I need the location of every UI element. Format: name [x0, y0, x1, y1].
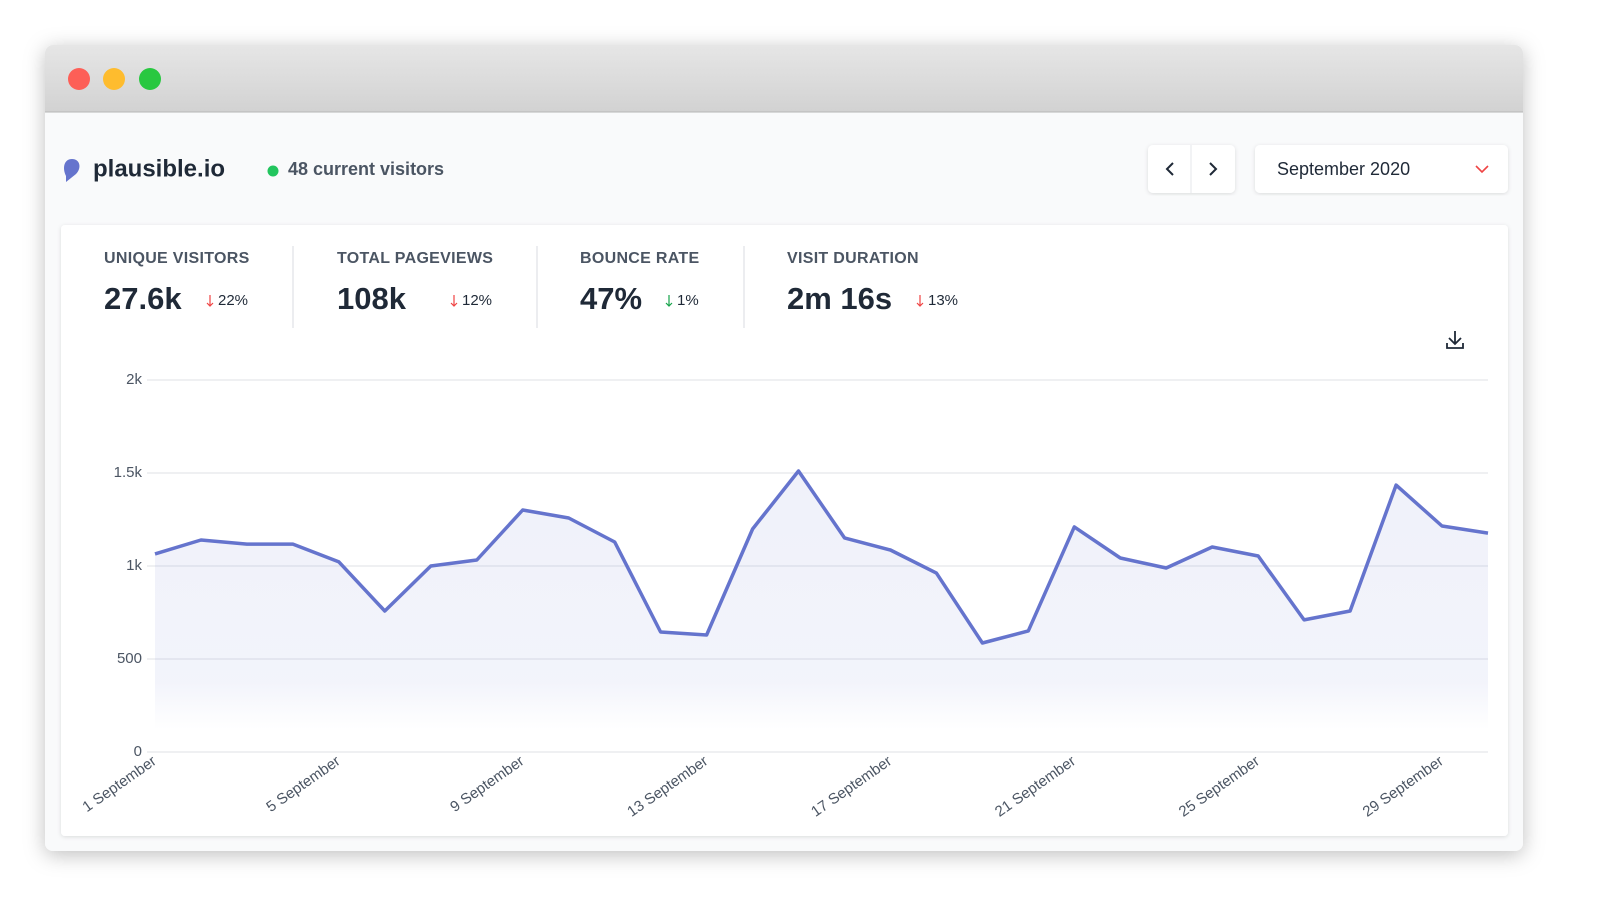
dropdown-arrow[interactable] — [1475, 165, 1489, 174]
change-arrow — [916, 295, 924, 307]
stat-change: 12% — [462, 292, 492, 309]
stat-label: UNIQUE VISITORS — [104, 250, 250, 267]
y-tick-label: 2k — [126, 371, 142, 388]
line — [154, 469, 1489, 645]
change-arrow — [450, 295, 458, 307]
minimize-button[interactable] — [103, 68, 125, 90]
y-tick-label: 500 — [117, 650, 142, 667]
stat-label: TOTAL PAGEVIEWS — [337, 250, 493, 267]
stat-value: 47% — [580, 281, 642, 316]
period-picker[interactable] — [1255, 145, 1508, 193]
maximize-button[interactable] — [139, 68, 161, 90]
current-visitors[interactable]: 48 current visitors — [288, 159, 444, 179]
site-name[interactable]: plausible.io — [93, 155, 225, 182]
download-icon[interactable] — [1446, 331, 1464, 349]
y-tick-label: 0 — [134, 743, 142, 760]
next-period[interactable] — [1209, 162, 1218, 176]
stat-value: 2m 16s — [787, 281, 892, 316]
change-arrow — [665, 295, 673, 307]
live-dot — [267, 165, 279, 177]
stat-change: 1% — [677, 292, 699, 309]
y-tick-label: 1.5k — [114, 464, 143, 481]
stat-value: 108k — [337, 281, 407, 316]
close-button[interactable] — [68, 68, 90, 90]
stat-change: 13% — [928, 292, 958, 309]
stat-value: 27.6k — [104, 281, 182, 316]
period-label[interactable]: September 2020 — [1277, 159, 1410, 179]
change-arrow — [206, 295, 214, 307]
logo[interactable] — [64, 159, 80, 182]
stat-change: 22% — [218, 292, 248, 309]
stat-label: VISIT DURATION — [787, 250, 919, 267]
stats: UNIQUE VISITORS 27.6k 22% TOTAL PAGEVIEWS 10… — [104, 246, 958, 328]
prev-period[interactable] — [1165, 162, 1174, 176]
area — [155, 471, 1488, 752]
title-bar — [45, 45, 1523, 112]
y-tick-label: 1k — [126, 557, 142, 574]
stat-label: BOUNCE RATE — [580, 250, 699, 267]
